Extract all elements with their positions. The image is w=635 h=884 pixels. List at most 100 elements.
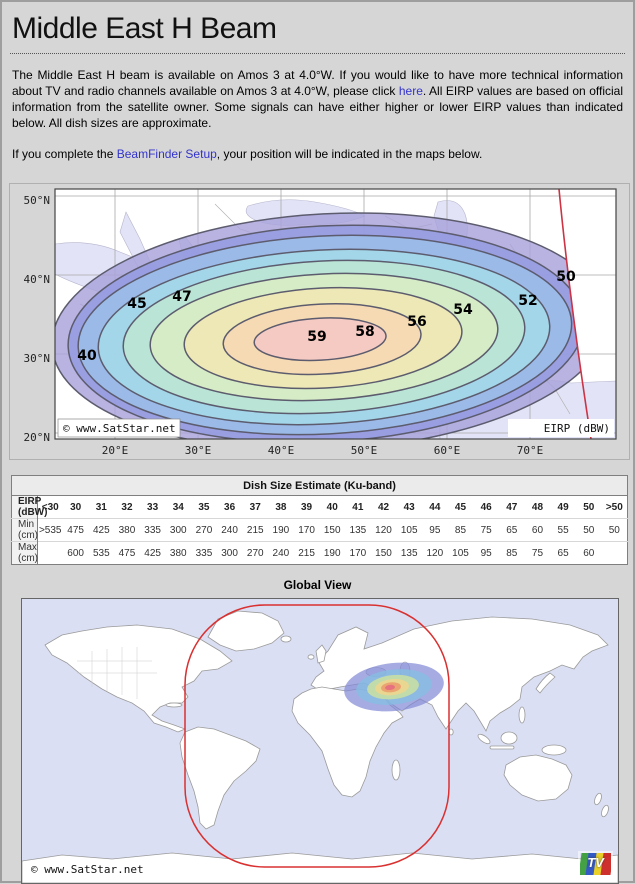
global-view-map: © www.SatStar.net TV: [21, 598, 619, 884]
table-cell: 41: [345, 495, 371, 519]
table-cell: 425: [88, 518, 115, 542]
visibility-ring: [184, 604, 450, 868]
row-header: Max (cm): [11, 541, 38, 565]
table-cell: >50: [601, 495, 628, 519]
axis-tick-label: 40°N: [24, 273, 51, 286]
dish-size-table: Dish Size Estimate (Ku-band) EIRP (dBW) <…: [11, 475, 628, 565]
table-cell: 49: [550, 495, 576, 519]
table-cell: 105: [447, 541, 474, 565]
axis-tick-label: 50°E: [351, 444, 378, 457]
table-cell: 85: [498, 541, 525, 565]
table-cell: 600: [62, 541, 89, 565]
table-cell: 240: [216, 518, 243, 542]
table-cell: 43: [396, 495, 422, 519]
axis-tick-label: 60°E: [434, 444, 461, 457]
intro-text-1a: The Middle East H beam is available on A…: [12, 68, 623, 98]
table-cell: 335: [139, 518, 166, 542]
dish-size-table-wrap: Dish Size Estimate (Ku-band) EIRP (dBW) <…: [11, 475, 628, 565]
table-cell: 48: [524, 495, 551, 519]
table-cell: 65: [498, 518, 525, 542]
table-cell: 65: [550, 541, 576, 565]
contour-value-label: 47: [172, 289, 191, 305]
longitude-tick-labels: 20°E 30°E 40°E 50°E 60°E 70°E: [102, 444, 544, 457]
global-view-title: Global View: [283, 578, 352, 592]
table-cell: >535: [37, 518, 63, 542]
table-cell: 46: [473, 495, 499, 519]
intro-text-2b: , your position will be indicated in the…: [216, 147, 483, 161]
contour-value-labels: 40 45 47 59 58 56 54 52 50: [77, 269, 576, 364]
copyright-box: [57, 418, 181, 438]
row-header: EIRP (dBW): [11, 495, 47, 519]
table-cell: 85: [447, 518, 474, 542]
table-cell: 120: [422, 541, 448, 565]
contour-value-label: 40: [77, 348, 97, 364]
state-lines: [77, 647, 157, 699]
table-cell: 32: [114, 495, 140, 519]
table-cell: <30: [37, 495, 63, 519]
table-cell: 425: [139, 541, 166, 565]
axis-tick-label: 70°E: [517, 444, 544, 457]
beam-map-copyright: © www.SatStar.net: [63, 422, 176, 435]
table-cell: 47: [498, 495, 525, 519]
intro-paragraph-2: If you complete the BeamFinder Setup, yo…: [12, 146, 623, 162]
axis-tick-label: 40°E: [268, 444, 295, 457]
latitude-tick-labels: 50°N 40°N 30°N 20°N: [24, 194, 51, 444]
table-cell: 135: [396, 541, 422, 565]
table-cell: [601, 541, 628, 565]
table-cell: 190: [268, 518, 294, 542]
contour-value-label: 58: [355, 324, 374, 340]
table-cell: 37: [242, 495, 269, 519]
global-footprint: [344, 662, 444, 712]
table-cell: 75: [473, 518, 499, 542]
table-cell: [37, 541, 63, 565]
title-divider: [10, 53, 625, 54]
contour-value-label: 52: [518, 293, 537, 309]
table-cell: 170: [345, 541, 371, 565]
row-header: Min (cm): [11, 518, 38, 542]
beam-map-svg: 40 45 47 59 58 56 54 52 50 50°N 40°N 30°N 20°N 20°E…: [24, 188, 617, 457]
table-cell: 44: [422, 495, 448, 519]
table-cell: 60: [524, 518, 551, 542]
contour-value-label: 50: [556, 269, 576, 285]
table-row-max: Max (cm) 600 535 475 425 380 335 300 270 240 215 19…: [11, 541, 628, 565]
table-cell: 75: [524, 541, 551, 565]
axis-tick-label: 50°N: [24, 194, 51, 207]
table-cell: 38: [268, 495, 294, 519]
global-map-copyright: © www.SatStar.net: [28, 863, 147, 877]
beam-contours: [55, 212, 591, 439]
here-link[interactable]: here: [398, 84, 423, 98]
table-cell: 270: [191, 518, 217, 542]
table-cell: 40: [319, 495, 346, 519]
tv-logo-text: TV: [587, 855, 604, 870]
table-cell: 95: [473, 541, 499, 565]
table-cell: 95: [422, 518, 448, 542]
global-map-svg: [22, 604, 618, 883]
beamfinder-setup-link[interactable]: BeamFinder Setup: [116, 147, 217, 161]
table-cell: 380: [114, 518, 140, 542]
eirp-unit-label: EIRP (dBW): [544, 422, 610, 435]
table-cell: 31: [88, 495, 115, 519]
table-cell: 240: [268, 541, 294, 565]
table-cell: 475: [114, 541, 140, 565]
table-cell: 50: [575, 518, 602, 542]
table-cell: 270: [242, 541, 269, 565]
table-cell: 35: [191, 495, 217, 519]
table-cell: 33: [139, 495, 166, 519]
axis-tick-label: 20°N: [24, 431, 51, 444]
table-cell: 120: [370, 518, 397, 542]
contour-value-label: 45: [127, 296, 146, 312]
table-cell: 215: [293, 541, 320, 565]
table-cell: 39: [293, 495, 320, 519]
table-cell: 535: [88, 541, 115, 565]
table-row-min: Min (cm) >535 475 425 380 335 300 270 240 215 190 1…: [11, 518, 628, 542]
visibility-limit-line: [558, 189, 592, 439]
intro-text-1b: . All EIRP values are based on official …: [12, 84, 623, 130]
map-frame: [54, 188, 617, 440]
table-cell: 30: [62, 495, 89, 519]
table-cell: 50: [601, 518, 628, 542]
table-cell: 55: [550, 518, 576, 542]
dish-table-title: Dish Size Estimate (Ku-band): [11, 475, 628, 496]
table-cell: 135: [345, 518, 371, 542]
table-cell: 335: [191, 541, 217, 565]
